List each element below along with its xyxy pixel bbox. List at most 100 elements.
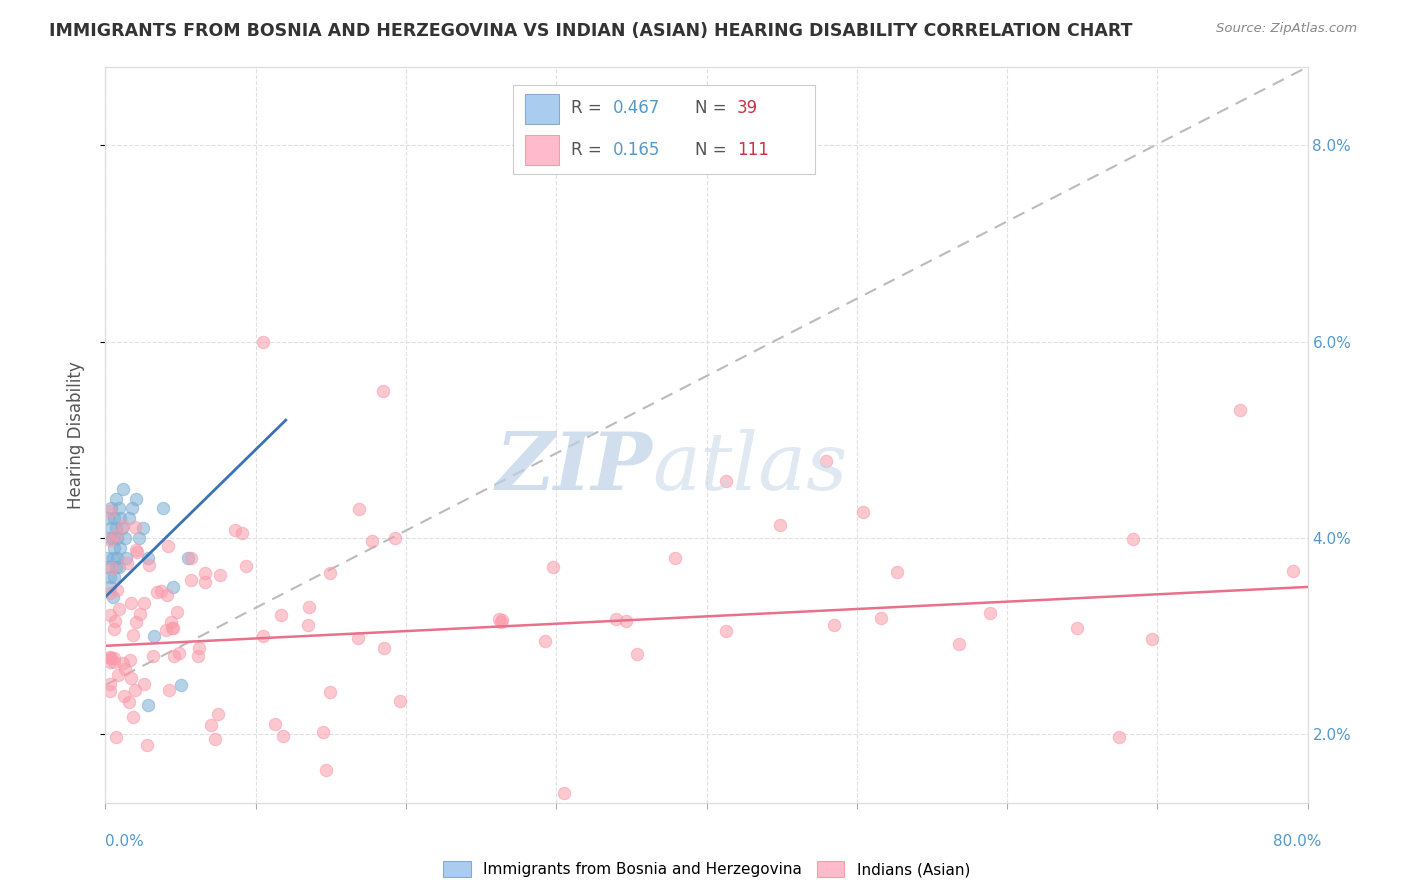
Text: atlas: atlas bbox=[652, 429, 848, 507]
Point bbox=[112, 519, 135, 533]
Point bbox=[948, 637, 970, 651]
Point bbox=[224, 523, 246, 537]
Point bbox=[160, 621, 183, 635]
Point bbox=[769, 517, 792, 532]
Point bbox=[128, 607, 150, 621]
Text: ZIP: ZIP bbox=[495, 429, 652, 507]
Point bbox=[157, 539, 180, 553]
Point bbox=[97, 560, 120, 574]
Text: R =: R = bbox=[571, 99, 602, 118]
Point bbox=[100, 521, 122, 535]
Point bbox=[103, 570, 125, 584]
Point bbox=[231, 525, 253, 540]
Point bbox=[112, 482, 135, 496]
Point bbox=[180, 573, 202, 587]
Bar bbox=[526, 135, 558, 165]
Point bbox=[98, 608, 121, 623]
Point bbox=[98, 651, 121, 665]
Point bbox=[488, 611, 510, 625]
Point bbox=[103, 541, 125, 555]
Point bbox=[124, 542, 146, 557]
Point bbox=[98, 684, 121, 698]
Point bbox=[101, 550, 124, 565]
Point bbox=[105, 582, 128, 597]
Point bbox=[384, 532, 406, 546]
Point bbox=[162, 580, 184, 594]
Text: N =: N = bbox=[695, 99, 725, 118]
Point bbox=[361, 533, 384, 548]
Point bbox=[108, 560, 131, 574]
Point bbox=[111, 521, 134, 535]
Point bbox=[122, 628, 145, 642]
Point bbox=[823, 618, 845, 632]
Point bbox=[128, 531, 150, 545]
Point bbox=[155, 624, 177, 638]
Point bbox=[98, 586, 121, 600]
Point bbox=[207, 707, 229, 722]
Point bbox=[104, 560, 127, 574]
Point bbox=[270, 608, 292, 623]
Point bbox=[115, 557, 138, 571]
Point bbox=[614, 615, 637, 629]
Point bbox=[110, 511, 132, 525]
Point bbox=[138, 558, 160, 573]
Point bbox=[1229, 403, 1251, 417]
Point bbox=[714, 624, 737, 639]
Point bbox=[124, 682, 146, 697]
Point bbox=[122, 710, 145, 724]
Point bbox=[194, 566, 217, 580]
Point bbox=[103, 623, 125, 637]
Point bbox=[177, 550, 200, 565]
Point bbox=[1066, 621, 1088, 635]
Point bbox=[491, 613, 513, 627]
Text: N =: N = bbox=[695, 141, 725, 159]
Point bbox=[373, 384, 395, 398]
Point bbox=[104, 521, 127, 535]
Point bbox=[252, 334, 274, 349]
Point bbox=[98, 677, 121, 691]
Point bbox=[152, 501, 174, 516]
Point bbox=[319, 566, 342, 580]
Point bbox=[118, 653, 141, 667]
Point bbox=[101, 590, 124, 604]
Point bbox=[814, 454, 837, 468]
Point bbox=[121, 501, 143, 516]
Point bbox=[180, 551, 202, 566]
Point bbox=[114, 662, 136, 676]
Point bbox=[553, 786, 575, 800]
Point bbox=[534, 633, 557, 648]
Point bbox=[101, 561, 124, 575]
Point bbox=[264, 717, 287, 731]
Text: Source: ZipAtlas.com: Source: ZipAtlas.com bbox=[1216, 22, 1357, 36]
Point bbox=[107, 531, 129, 545]
Point bbox=[852, 505, 875, 519]
Point bbox=[146, 585, 169, 599]
Point bbox=[163, 648, 186, 663]
Point bbox=[132, 677, 155, 691]
Point bbox=[298, 599, 321, 614]
Point bbox=[388, 694, 411, 708]
Point bbox=[118, 511, 141, 525]
Point bbox=[160, 615, 183, 629]
Point bbox=[166, 605, 188, 619]
Point bbox=[105, 528, 128, 542]
Point bbox=[125, 545, 148, 559]
Text: R =: R = bbox=[571, 141, 602, 159]
Point bbox=[541, 560, 564, 574]
Text: 0.0%: 0.0% bbox=[105, 834, 145, 849]
Point bbox=[103, 655, 125, 669]
Point bbox=[107, 602, 129, 616]
Point bbox=[136, 698, 159, 712]
Point bbox=[104, 491, 127, 506]
Point bbox=[605, 612, 627, 626]
Point bbox=[187, 648, 209, 663]
Point bbox=[142, 629, 165, 643]
Text: 111: 111 bbox=[737, 141, 769, 159]
Point bbox=[1140, 632, 1163, 646]
Point bbox=[319, 685, 342, 699]
Point bbox=[297, 617, 319, 632]
Point bbox=[124, 491, 146, 506]
Point bbox=[626, 647, 648, 661]
Text: 0.165: 0.165 bbox=[613, 141, 661, 159]
Point bbox=[120, 671, 142, 685]
